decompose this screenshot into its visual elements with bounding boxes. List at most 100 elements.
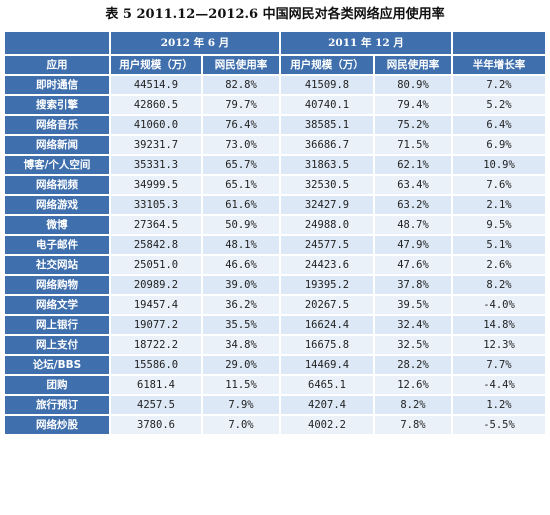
column-header-growth: 半年增长率 [451,54,547,76]
rate-2012-cell: 65.1% [201,174,281,196]
column-header-users-2011: 用户规模（万） [279,54,375,76]
users-2011-cell: 16624.4 [279,314,375,336]
growth-cell: 7.2% [451,74,547,96]
app-name-cell: 网络音乐 [3,114,111,136]
growth-cell: 6.4% [451,114,547,136]
rate-2012-cell: 7.0% [201,414,281,436]
app-name-cell: 网络新闻 [3,134,111,156]
users-2012-cell: 19077.2 [109,314,203,336]
users-2012-cell: 3780.6 [109,414,203,436]
table-row: 网络购物 20989.2 39.0% 19395.2 37.8% 8.2% [3,274,547,296]
users-2011-cell: 31863.5 [279,154,375,176]
rate-2012-cell: 73.0% [201,134,281,156]
table-row: 网络文学 19457.4 36.2% 20267.5 39.5% -4.0% [3,294,547,316]
table-row: 搜索引擎 42860.5 79.7% 40740.1 79.4% 5.2% [3,94,547,116]
users-2011-cell: 4002.2 [279,414,375,436]
rate-2012-cell: 29.0% [201,354,281,376]
column-header-rate-2012: 网民使用率 [201,54,281,76]
table-row: 论坛/BBS 15586.0 29.0% 14469.4 28.2% 7.7% [3,354,547,376]
growth-cell: -4.0% [451,294,547,316]
rate-2011-cell: 75.2% [373,114,453,136]
rate-2011-cell: 47.9% [373,234,453,256]
users-2011-cell: 24988.0 [279,214,375,236]
rate-2012-cell: 82.8% [201,74,281,96]
table-row: 网络音乐 41060.0 76.4% 38585.1 75.2% 6.4% [3,114,547,136]
users-2012-cell: 25051.0 [109,254,203,276]
table-row: 社交网站 25051.0 46.6% 24423.6 47.6% 2.6% [3,254,547,276]
users-2012-cell: 25842.8 [109,234,203,256]
table-row: 博客/个人空间 35331.3 65.7% 31863.5 62.1% 10.9% [3,154,547,176]
growth-cell: 7.6% [451,174,547,196]
rate-2011-cell: 7.8% [373,414,453,436]
table-row: 即时通信 44514.9 82.8% 41509.8 80.9% 7.2% [3,74,547,96]
rate-2011-cell: 79.4% [373,94,453,116]
table-row: 网络新闻 39231.7 73.0% 36686.7 71.5% 6.9% [3,134,547,156]
growth-cell: 9.5% [451,214,547,236]
users-2012-cell: 27364.5 [109,214,203,236]
table-row: 微博 27364.5 50.9% 24988.0 48.7% 9.5% [3,214,547,236]
app-name-cell: 电子邮件 [3,234,111,256]
users-2012-cell: 4257.5 [109,394,203,416]
table-title: 表 5 2011.12—2012.6 中国网民对各类网络应用使用率 [105,7,445,22]
rate-2012-cell: 11.5% [201,374,281,396]
rate-2012-cell: 61.6% [201,194,281,216]
app-name-cell: 网络购物 [3,274,111,296]
users-2012-cell: 42860.5 [109,94,203,116]
growth-cell: 2.6% [451,254,547,276]
users-2011-cell: 19395.2 [279,274,375,296]
growth-cell: -5.5% [451,414,547,436]
rate-2011-cell: 32.5% [373,334,453,356]
rate-2011-cell: 39.5% [373,294,453,316]
table-row: 电子邮件 25842.8 48.1% 24577.5 47.9% 5.1% [3,234,547,256]
app-name-cell: 社交网站 [3,254,111,276]
rate-2012-cell: 7.9% [201,394,281,416]
growth-cell: 2.1% [451,194,547,216]
header-blank-cell [3,30,111,56]
rate-2012-cell: 76.4% [201,114,281,136]
usage-table: 2012 年 6 月 2011 年 12 月 应用 用户规模（万） 网民使用率 … [3,30,547,436]
column-header-users-2012: 用户规模（万） [109,54,203,76]
growth-cell: 8.2% [451,274,547,296]
rate-2011-cell: 8.2% [373,394,453,416]
users-2011-cell: 4207.4 [279,394,375,416]
growth-cell: 1.2% [451,394,547,416]
rate-2011-cell: 47.6% [373,254,453,276]
users-2012-cell: 6181.4 [109,374,203,396]
rate-2011-cell: 80.9% [373,74,453,96]
rate-2012-cell: 34.8% [201,334,281,356]
users-2012-cell: 19457.4 [109,294,203,316]
app-name-cell: 网络游戏 [3,194,111,216]
app-name-cell: 团购 [3,374,111,396]
users-2011-cell: 24423.6 [279,254,375,276]
app-name-cell: 论坛/BBS [3,354,111,376]
table-row: 网络游戏 33105.3 61.6% 32427.9 63.2% 2.1% [3,194,547,216]
app-name-cell: 搜索引擎 [3,94,111,116]
rate-2011-cell: 12.6% [373,374,453,396]
app-name-cell: 网络文学 [3,294,111,316]
app-name-cell: 网上银行 [3,314,111,336]
rate-2012-cell: 79.7% [201,94,281,116]
rate-2012-cell: 48.1% [201,234,281,256]
rate-2011-cell: 28.2% [373,354,453,376]
table-row: 团购 6181.4 11.5% 6465.1 12.6% -4.4% [3,374,547,396]
users-2011-cell: 32530.5 [279,174,375,196]
app-name-cell: 旅行预订 [3,394,111,416]
app-name-cell: 网上支付 [3,334,111,356]
users-2012-cell: 34999.5 [109,174,203,196]
rate-2012-cell: 39.0% [201,274,281,296]
rate-2012-cell: 50.9% [201,214,281,236]
growth-cell: 12.3% [451,334,547,356]
users-2012-cell: 18722.2 [109,334,203,356]
rate-2011-cell: 37.8% [373,274,453,296]
rate-2011-cell: 63.2% [373,194,453,216]
rate-2011-cell: 63.4% [373,174,453,196]
header-blank-cell-right [451,30,547,56]
users-2011-cell: 20267.5 [279,294,375,316]
users-2012-cell: 41060.0 [109,114,203,136]
users-2012-cell: 35331.3 [109,154,203,176]
growth-cell: 5.1% [451,234,547,256]
app-name-cell: 微博 [3,214,111,236]
growth-cell: 6.9% [451,134,547,156]
column-header-rate-2011: 网民使用率 [373,54,453,76]
users-2012-cell: 39231.7 [109,134,203,156]
